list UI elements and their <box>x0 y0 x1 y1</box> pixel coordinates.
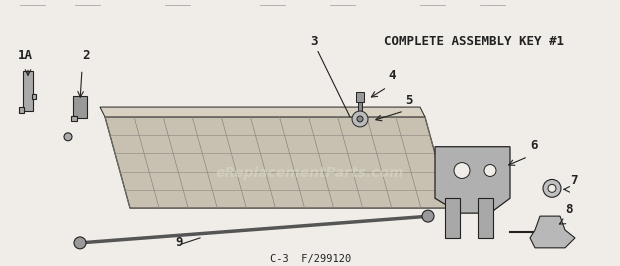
Bar <box>32 94 36 99</box>
Text: 4: 4 <box>388 69 396 82</box>
Bar <box>478 198 493 238</box>
Text: 8: 8 <box>565 203 572 216</box>
Text: 5: 5 <box>405 94 412 107</box>
Circle shape <box>484 165 496 176</box>
Text: 9: 9 <box>175 236 182 249</box>
Circle shape <box>543 180 561 197</box>
Text: eReplacementParts.com: eReplacementParts.com <box>216 167 404 181</box>
Bar <box>356 92 364 102</box>
Text: 1A: 1A <box>18 49 33 63</box>
Bar <box>358 102 362 116</box>
Bar <box>19 107 24 113</box>
Circle shape <box>352 111 368 127</box>
Bar <box>71 116 77 121</box>
Circle shape <box>422 210 434 222</box>
Polygon shape <box>435 147 510 213</box>
Circle shape <box>357 116 363 122</box>
Circle shape <box>548 184 556 192</box>
Bar <box>445 198 460 238</box>
Polygon shape <box>105 117 450 208</box>
Polygon shape <box>100 107 425 117</box>
Bar <box>73 96 87 118</box>
Text: 6: 6 <box>530 139 538 152</box>
Circle shape <box>64 133 72 141</box>
Text: C-3  F/299120: C-3 F/299120 <box>270 254 352 264</box>
Text: 2: 2 <box>82 49 89 63</box>
Text: COMPLETE ASSEMBLY KEY #1: COMPLETE ASSEMBLY KEY #1 <box>384 35 564 48</box>
Text: 7: 7 <box>570 174 577 187</box>
Circle shape <box>74 237 86 249</box>
Text: 3: 3 <box>310 35 317 48</box>
Circle shape <box>454 163 470 178</box>
Bar <box>23 71 33 111</box>
Polygon shape <box>530 216 575 248</box>
